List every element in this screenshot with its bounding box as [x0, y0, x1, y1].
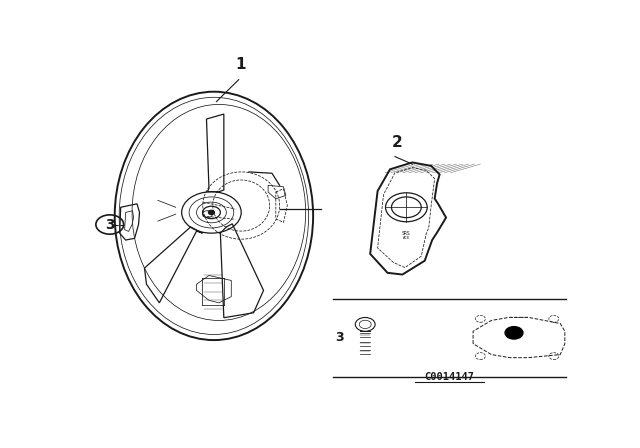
Text: 2: 2	[392, 135, 403, 150]
Text: 1: 1	[235, 57, 246, 72]
Text: C0014147: C0014147	[424, 372, 474, 382]
Text: SRS: SRS	[402, 231, 411, 236]
Text: 3: 3	[105, 218, 115, 232]
Circle shape	[505, 327, 523, 339]
Text: 3: 3	[335, 331, 344, 344]
Circle shape	[209, 211, 214, 215]
Text: ACE: ACE	[403, 236, 410, 240]
